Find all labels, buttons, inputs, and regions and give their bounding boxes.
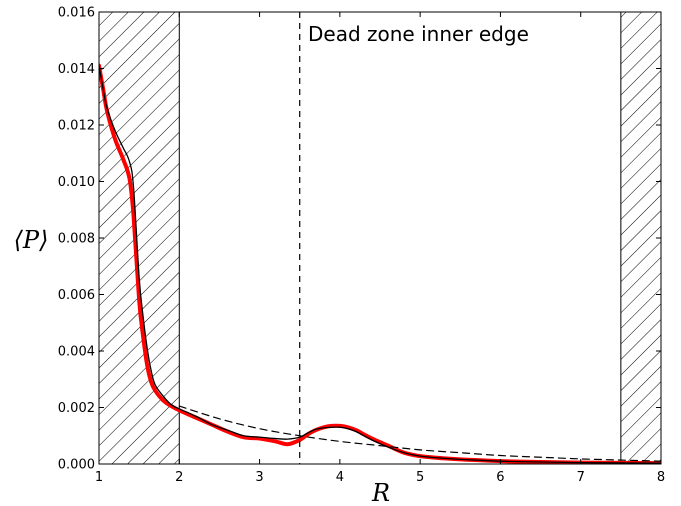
y-tick-label: 0.014: [58, 62, 95, 77]
x-axis-label: R: [371, 479, 390, 506]
x-tick-label: 7: [577, 470, 585, 485]
y-tick-label: 0.008: [58, 232, 95, 247]
y-tick-label: 0.000: [58, 458, 95, 473]
x-tick-label: 6: [496, 470, 504, 485]
x-axis-ticks: 1 2 3 4 5 6 7 8: [95, 12, 665, 485]
y-tick-label: 0.006: [58, 288, 95, 303]
series-line-0: [99, 63, 661, 464]
x-tick-label: 4: [336, 470, 344, 485]
hatched-regions: [98, 11, 662, 465]
y-axis-label: ⟨P⟩: [14, 226, 49, 254]
x-tick-label: 1: [95, 470, 103, 485]
x-tick-label: 3: [255, 470, 263, 485]
y-tick-label: 0.010: [58, 175, 95, 190]
y-axis-ticks: 0.000 0.002 0.004 0.006 0.008 0.010 0.012 0.014…: [58, 6, 661, 473]
x-tick-label: 8: [657, 470, 665, 485]
x-tick-label: 2: [175, 470, 183, 485]
series-lines: [99, 63, 661, 464]
x-tick-label: 5: [416, 470, 424, 485]
plot-frame: [98, 11, 662, 465]
y-tick-label: 0.002: [58, 401, 95, 416]
dead-zone-annotation: Dead zone inner edge: [308, 22, 529, 46]
series-line-1: [99, 65, 661, 464]
series-line-2: [178, 405, 661, 462]
y-tick-label: 0.016: [58, 6, 95, 21]
hatched-region-1: [620, 11, 662, 465]
y-tick-label: 0.012: [58, 119, 95, 134]
hatched-region-0: [98, 11, 180, 465]
y-tick-label: 0.004: [58, 345, 95, 360]
